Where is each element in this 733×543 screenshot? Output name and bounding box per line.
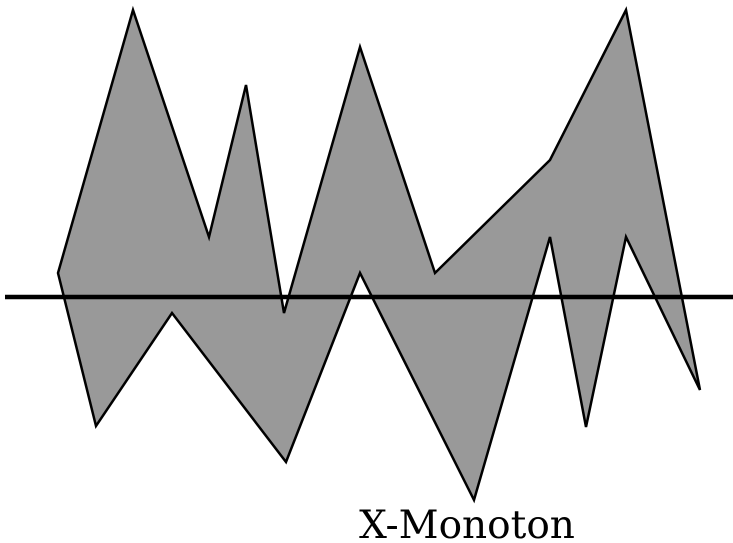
x-monotone-polygon bbox=[56, 5, 702, 504]
diagram-caption: X-Monoton bbox=[359, 503, 575, 543]
